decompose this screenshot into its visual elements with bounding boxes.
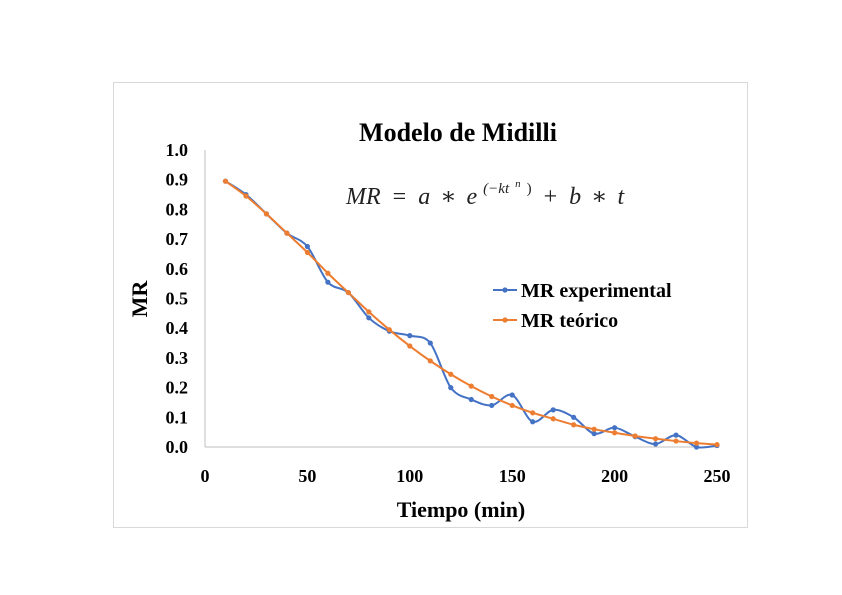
y-tick-label: 0.1 — [166, 407, 189, 427]
y-tick-label: 0.9 — [166, 170, 189, 190]
y-tick-label: 0.7 — [166, 229, 189, 249]
x-tick-label: 100 — [396, 466, 423, 486]
formula-star2: ∗ — [591, 184, 607, 210]
data-point — [366, 315, 372, 321]
data-point — [509, 392, 515, 398]
data-point — [284, 230, 290, 236]
x-axis-label: Tiempo (min) — [397, 497, 526, 522]
series-experimental — [222, 178, 720, 450]
formula-e: e — [467, 184, 478, 210]
data-point — [632, 433, 638, 439]
y-tick-label: 0.6 — [166, 259, 189, 279]
data-point — [673, 438, 679, 444]
data-point — [612, 430, 618, 436]
x-tick-label: 0 — [201, 466, 210, 486]
formula-a: a — [418, 184, 430, 210]
x-tick-labels: 0 50 100 150 200 250 — [201, 466, 731, 486]
data-point — [366, 309, 372, 315]
y-tick-labels: 0.0 0.1 0.2 0.3 0.4 0.5 0.6 0.7 0.8 0.9 1.0 — [166, 140, 189, 457]
legend: MR experimental MR teórico — [493, 280, 672, 332]
data-point — [222, 178, 229, 184]
data-point — [304, 249, 310, 256]
data-point — [530, 410, 536, 416]
formula-b: b — [569, 184, 581, 210]
formula-eq: = — [393, 184, 407, 210]
data-point — [304, 243, 310, 250]
series-line — [224, 180, 718, 449]
data-point — [652, 436, 659, 442]
data-point — [571, 414, 577, 420]
y-tick-label: 0.5 — [166, 289, 189, 309]
data-point — [693, 440, 700, 446]
formula-exp-n: n — [515, 178, 521, 190]
formula-exp: (−kt — [483, 181, 510, 197]
x-tick-label: 250 — [704, 466, 731, 486]
data-point — [243, 193, 249, 199]
formula-exp-close: ) — [527, 181, 532, 197]
data-point — [468, 396, 474, 403]
data-point — [571, 422, 577, 428]
data-point — [550, 407, 556, 413]
chart-area — [113, 82, 748, 528]
legend-marker-experimental — [502, 287, 508, 293]
data-point — [345, 289, 351, 296]
legend-marker-teorico — [502, 317, 508, 323]
formula-t: t — [617, 184, 625, 210]
chart-title: Modelo de Midilli — [359, 118, 557, 147]
y-tick-label: 1.0 — [166, 140, 189, 160]
formula-star1: ∗ — [440, 184, 456, 210]
data-point — [407, 343, 413, 349]
x-tick-label: 50 — [298, 466, 316, 486]
series-line — [224, 180, 718, 446]
data-point — [612, 425, 618, 431]
data-point — [386, 327, 392, 333]
x-tick-label: 200 — [601, 466, 628, 486]
data-point — [468, 383, 474, 389]
y-axis-label: MR — [127, 280, 152, 318]
data-point — [693, 444, 700, 450]
data-point — [427, 340, 433, 346]
x-tick-label: 150 — [499, 466, 526, 486]
series-teorico — [222, 178, 720, 448]
data-point — [448, 371, 454, 377]
data-point — [448, 385, 454, 391]
data-point — [673, 432, 679, 438]
data-point — [652, 441, 659, 447]
data-point — [325, 270, 331, 276]
data-point — [489, 393, 495, 400]
formula-plus: + — [544, 184, 558, 210]
data-point — [530, 419, 536, 425]
y-tick-label: 0.0 — [166, 437, 189, 457]
data-point — [325, 279, 331, 285]
data-point — [714, 442, 720, 448]
legend-label-experimental: MR experimental — [521, 280, 672, 302]
data-point — [489, 402, 495, 409]
y-tick-label: 0.8 — [166, 199, 189, 219]
series-layer — [222, 178, 720, 450]
y-tick-label: 0.3 — [166, 348, 189, 368]
y-tick-label: 0.2 — [166, 378, 189, 398]
y-tick-label: 0.4 — [166, 318, 189, 338]
data-point — [407, 333, 413, 339]
data-point — [263, 211, 270, 217]
legend-label-teorico: MR teórico — [521, 310, 618, 332]
data-point — [550, 416, 556, 422]
data-point — [591, 426, 597, 432]
data-point — [427, 358, 433, 364]
formula: MR = a ∗ e (−kt n ) + b ∗ t — [345, 167, 625, 210]
data-point — [509, 402, 515, 409]
data-point — [591, 431, 597, 437]
formula-lhs: MR — [345, 184, 381, 210]
